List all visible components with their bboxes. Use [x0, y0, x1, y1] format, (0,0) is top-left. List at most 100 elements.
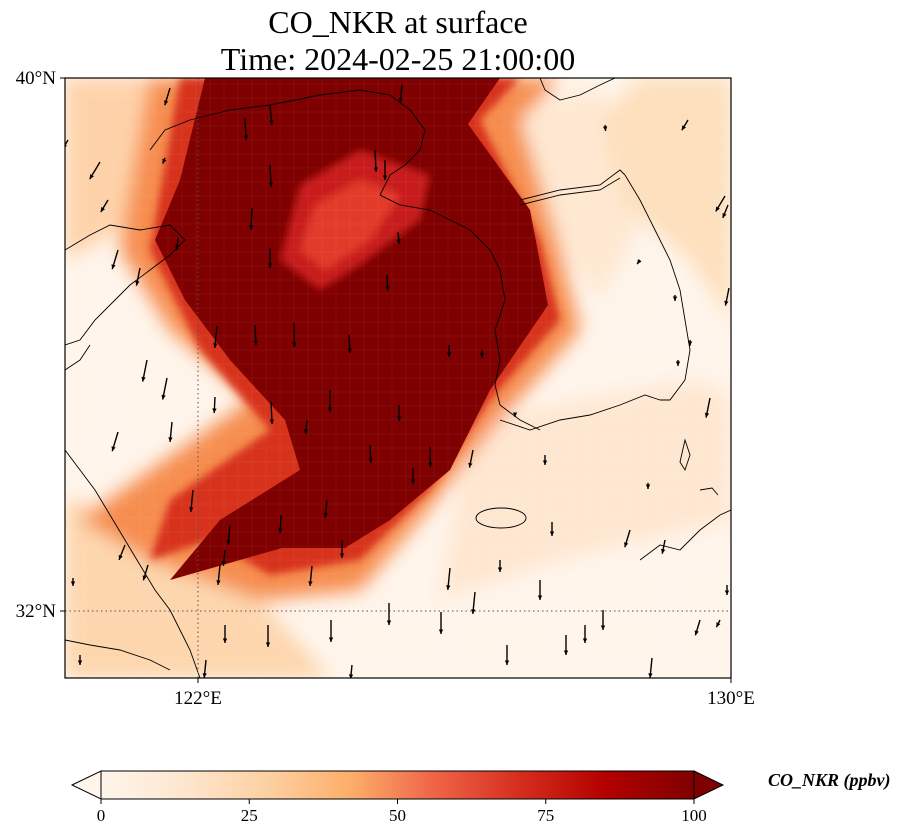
wind-arrow-head [347, 348, 352, 353]
wind-arrow-head [681, 125, 687, 131]
wind-arrow-head [269, 120, 274, 125]
colorbar-tick-label: 75 [537, 806, 554, 825]
wind-arrow-head [269, 419, 275, 424]
wind-arrow-head [542, 460, 548, 465]
wind-arrow-head [253, 340, 258, 345]
wind-arrow-head [672, 296, 678, 301]
wind-arrow-head [600, 625, 606, 630]
wind-arrow-head [479, 353, 485, 358]
wind-arrow-head [396, 239, 401, 244]
wind-arrow-head [111, 446, 116, 452]
wind-arrow-head [77, 660, 83, 665]
wind-arrow-head [278, 528, 283, 533]
wind-arrow-head [168, 437, 173, 442]
colorbar-tick-label: 100 [681, 806, 707, 825]
wind-arrow-head [89, 174, 94, 180]
wind-arrow-head [497, 567, 503, 572]
wind-arrow-head [135, 280, 140, 286]
wind-arrow-head [537, 595, 543, 600]
wind-arrow-head [323, 513, 328, 518]
wind-arrow-head [675, 361, 681, 366]
wind-arrow-head [267, 263, 273, 268]
wind-arrow-head [142, 575, 147, 581]
wind-arrow-head [221, 561, 227, 566]
wind-arrow-head [189, 507, 194, 512]
colorbar-tick-label: 50 [389, 806, 406, 825]
wind-arrow-head [328, 637, 334, 642]
wind-arrow-head [292, 342, 297, 347]
wind-arrow-head [202, 673, 207, 678]
wind-arrow-head [704, 412, 710, 418]
lat-label-32: 32°N [16, 601, 57, 622]
wind-arrow-head [661, 548, 666, 554]
wind-arrow-head [468, 462, 473, 468]
map-title-line-1: CO_NKR at surface [268, 4, 528, 40]
wind-arrow-head [348, 674, 354, 678]
wind-arrow-head [70, 581, 76, 586]
gridlines [65, 78, 731, 678]
wind-arrow-head [118, 554, 123, 560]
colorbar: 0 25 50 75 100 [70, 770, 725, 825]
wind-arrow-head [471, 609, 476, 614]
wind-arrow-head [724, 300, 729, 306]
wind-arrow-head [268, 182, 274, 187]
map-frame [64, 77, 732, 679]
wind-arrow-head [716, 622, 721, 628]
wind-arrow-head [175, 245, 180, 250]
wind-arrow-head [339, 553, 345, 558]
wind-arrow-head [637, 259, 642, 265]
wind-arrow-head [243, 135, 249, 140]
wind-arrow-head [715, 206, 720, 212]
wind-arrow-head [504, 660, 510, 665]
wind-vectors [65, 84, 730, 678]
wind-arrow-head [308, 581, 313, 586]
wind-arrow-head [428, 462, 433, 467]
colorbar-label: CO_NKR (ppbv) [768, 770, 891, 790]
wind-arrow-head [213, 343, 218, 348]
wind-arrow-head [141, 376, 146, 382]
coastlines [65, 78, 731, 678]
colorbar-extend-min [70, 770, 102, 800]
wind-arrow-head [582, 638, 588, 643]
wind-arrow-head [368, 458, 373, 463]
wind-arrow-head [446, 585, 451, 590]
wind-arrow-head [648, 673, 653, 678]
wind-arrow-head [446, 352, 452, 357]
wind-arrow-head [212, 408, 217, 413]
wind-arrow-head [624, 542, 629, 548]
wind-arrow-head [100, 207, 105, 213]
wind-arrow-head [386, 620, 392, 625]
wind-arrow-head [549, 531, 555, 536]
wind-arrow-head [373, 167, 379, 172]
wind-arrow-head [687, 341, 693, 346]
colorbar-tick-label: 0 [97, 806, 106, 825]
wind-arrow-head [645, 484, 651, 489]
colorbar-tick-label: 25 [241, 806, 258, 825]
lon-label-130: 130°E [707, 688, 755, 709]
wind-arrow-head [438, 629, 444, 634]
wind-arrow-head [161, 394, 166, 400]
wind-arrow-head [216, 580, 221, 585]
axis-ticks [60, 77, 732, 683]
wind-arrow-head [226, 540, 231, 545]
wind-arrow-head [222, 638, 228, 643]
map-title-line-2: Time: 2024-02-25 21:00:00 [220, 41, 576, 77]
lat-label-40: 40°N [16, 68, 57, 89]
wind-arrow-head [327, 407, 333, 412]
wind-arrow-head [410, 479, 416, 484]
wind-arrow-head [265, 642, 271, 647]
wind-arrow-head [397, 416, 402, 421]
concentration-field [65, 78, 731, 678]
wind-arrow-head [694, 630, 699, 636]
wind-arrow-head [724, 590, 730, 595]
wind-arrow-head [398, 98, 403, 103]
wind-arrow-head [164, 100, 169, 106]
wind-arrow-head [385, 286, 390, 291]
wind-arrow-head [248, 225, 254, 230]
lon-label-122: 122°E [174, 688, 222, 709]
colorbar-gradient [101, 771, 694, 799]
wind-arrow-head [382, 175, 388, 180]
wind-arrow-head [162, 158, 167, 164]
wind-arrow-head [602, 126, 608, 131]
